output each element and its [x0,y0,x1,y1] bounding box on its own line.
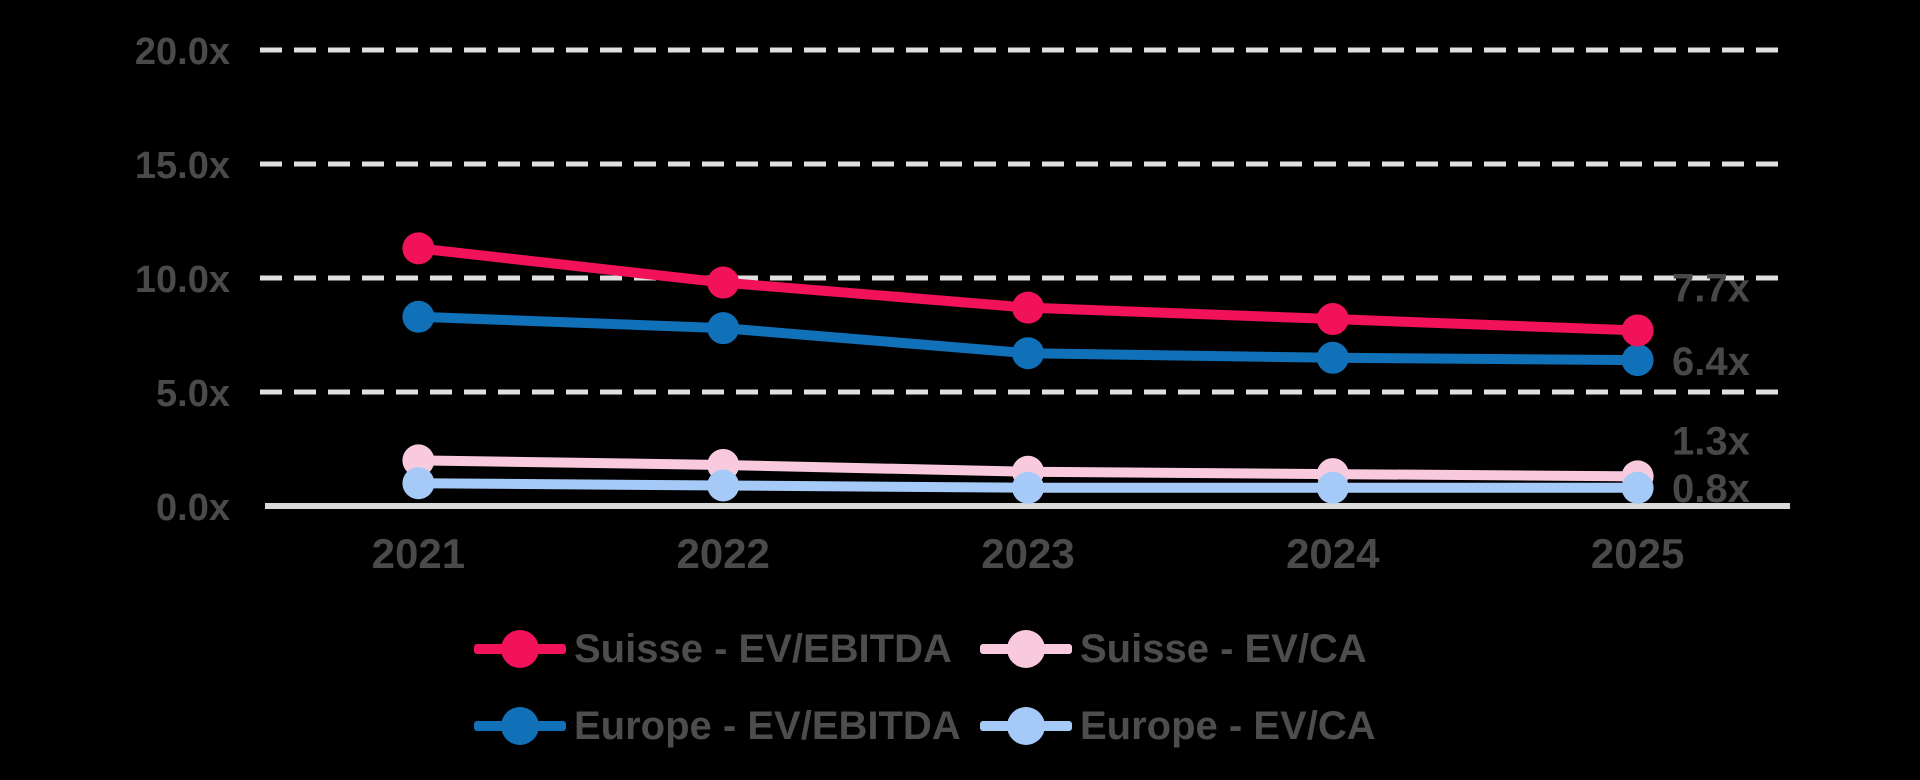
data-point-europe-ev-ca [707,469,740,502]
legend-item-europe-ev-ca: Europe - EV/CA [980,706,1376,746]
data-point-europe-ev-ebitda [1621,344,1654,377]
x-tick-label: 2025 [1591,530,1684,577]
legend-dot-icon [1007,629,1045,668]
x-tick-label: 2021 [372,530,465,577]
data-point-europe-ev-ebitda [1316,341,1349,374]
data-point-europe-ev-ebitda [1012,337,1044,370]
y-tick-label: 10.0x [135,259,230,301]
legend-item-suisse-ev-ebitda: Suisse - EV/EBITDA [474,629,980,669]
y-tick-label: 0.0x [156,487,230,529]
legend-marker-suisse-ev-ebitda-icon [474,629,566,668]
y-tick-label: 15.0x [135,145,230,187]
x-tick-label: 2022 [676,530,769,577]
chart-legend: Suisse - EV/EBITDA Suisse - EV/CA Europe… [474,610,1376,764]
legend-marker-europe-ev-ca-icon [980,706,1072,745]
y-tick-label: 5.0x [156,373,230,415]
data-point-suisse-ev-ebitda [1316,303,1349,336]
series-europe-ev-ca [402,467,1654,504]
legend-item-europe-ev-ebitda: Europe - EV/EBITDA [474,706,980,746]
legend-label-europe-ev-ca: Europe - EV/CA [1080,703,1376,748]
data-point-europe-ev-ebitda [402,300,435,333]
legend-item-suisse-ev-ca: Suisse - EV/CA [980,629,1367,669]
legend-dot-icon [501,706,539,745]
data-point-suisse-ev-ebitda [707,266,740,299]
data-point-suisse-ev-ebitda [1012,291,1044,324]
legend-row-2: Europe - EV/EBITDA Europe - EV/CA [474,687,1376,764]
x-tick-label: 2023 [981,530,1074,577]
data-point-suisse-ev-ebitda [1621,314,1654,347]
legend-label-suisse-ev-ca: Suisse - EV/CA [1080,626,1367,671]
legend-dot-icon [501,629,539,668]
legend-dot-icon [1007,706,1045,745]
legend-label-suisse-ev-ebitda: Suisse - EV/EBITDA [574,626,952,671]
data-point-suisse-ev-ebitda [402,232,435,265]
x-tick-label: 2024 [1286,530,1380,577]
series-end-label: 6.4x [1672,340,1750,384]
chart-plot-area: 0.0x 5.0x 10.0x 15.0x 20.0x 2021 2022 2023 2024 2… [135,31,1790,577]
legend-label-europe-ev-ebitda: Europe - EV/EBITDA [574,703,961,748]
data-point-europe-ev-ca [1316,471,1349,504]
legend-row-1: Suisse - EV/EBITDA Suisse - EV/CA [474,610,1376,687]
series-end-label: 0.8x [1672,467,1750,511]
legend-marker-europe-ev-ebitda-icon [474,706,566,745]
data-point-europe-ev-ca [1621,471,1654,504]
data-point-europe-ev-ca [402,467,435,500]
legend-marker-suisse-ev-ca-icon [980,629,1072,668]
series-suisse-ev-ebitda [402,232,1654,347]
series-end-label: 7.7x [1672,266,1750,310]
series-end-label: 1.3x [1672,419,1750,463]
data-point-europe-ev-ebitda [707,312,740,345]
data-point-suisse-ev-ca [402,444,435,477]
series-europe-ev-ebitda [402,300,1654,377]
y-tick-label: 20.0x [135,31,230,73]
data-point-europe-ev-ca [1012,471,1044,504]
